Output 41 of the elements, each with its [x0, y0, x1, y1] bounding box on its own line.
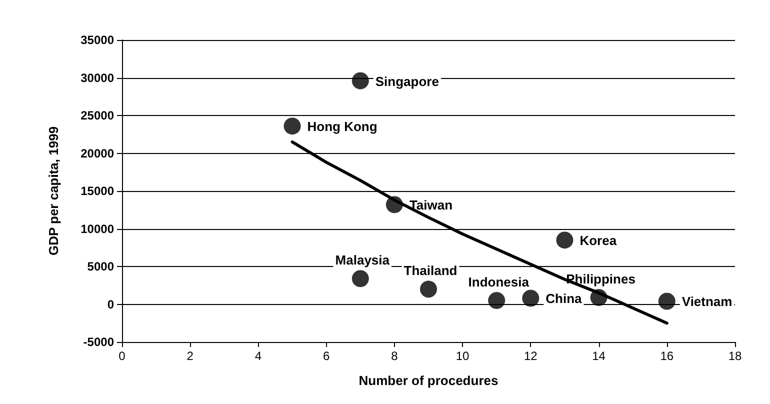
x-tick-label: 0 — [118, 349, 126, 363]
x-tick-label: 18 — [728, 349, 742, 363]
y-axis-title: GDP per capita, 1999 — [46, 126, 61, 256]
y-tick-label: 5000 — [87, 260, 114, 274]
x-tick-label: 14 — [592, 349, 606, 363]
annotation: Indonesia — [468, 274, 530, 290]
annotation: Malaysia — [335, 252, 390, 268]
point — [420, 280, 437, 298]
x-tick-label: 2 — [186, 349, 194, 363]
annotation: Hong Kong — [307, 119, 378, 134]
y-tick-label: 20000 — [80, 146, 114, 160]
x-tick-label: 4 — [254, 349, 262, 363]
point — [352, 72, 369, 90]
y-tick-label: 15000 — [80, 184, 114, 198]
y-tick-label: 35000 — [80, 33, 114, 47]
y-tick-label: -5000 — [83, 335, 114, 349]
annotation: China — [546, 291, 583, 306]
annotation: Korea — [580, 233, 618, 248]
y-tick-label: 10000 — [80, 222, 114, 236]
point — [488, 292, 506, 309]
annotation: Vietnam — [682, 294, 732, 310]
point — [590, 288, 608, 306]
point — [386, 196, 403, 214]
point — [556, 232, 574, 249]
point — [658, 292, 676, 310]
y-tick-label: 25000 — [80, 108, 114, 122]
annotation: Taiwan — [409, 198, 453, 213]
x-axis-title: Number of procedures — [358, 373, 498, 388]
x-tick-label: 6 — [322, 349, 330, 363]
annotation: Singapore — [375, 74, 439, 89]
y-tick-label: 0 — [107, 297, 114, 312]
point — [522, 290, 540, 307]
y-tick-label: 30000 — [80, 70, 114, 85]
point — [284, 118, 301, 135]
annotation: Thailand — [404, 263, 458, 278]
x-tick-label: 12 — [524, 349, 538, 363]
point — [352, 270, 369, 288]
x-tick-label: 8 — [391, 349, 398, 363]
annotation: Philippines — [566, 271, 636, 286]
x-tick-label: 10 — [456, 349, 470, 363]
x-tick-label: 16 — [660, 349, 674, 363]
